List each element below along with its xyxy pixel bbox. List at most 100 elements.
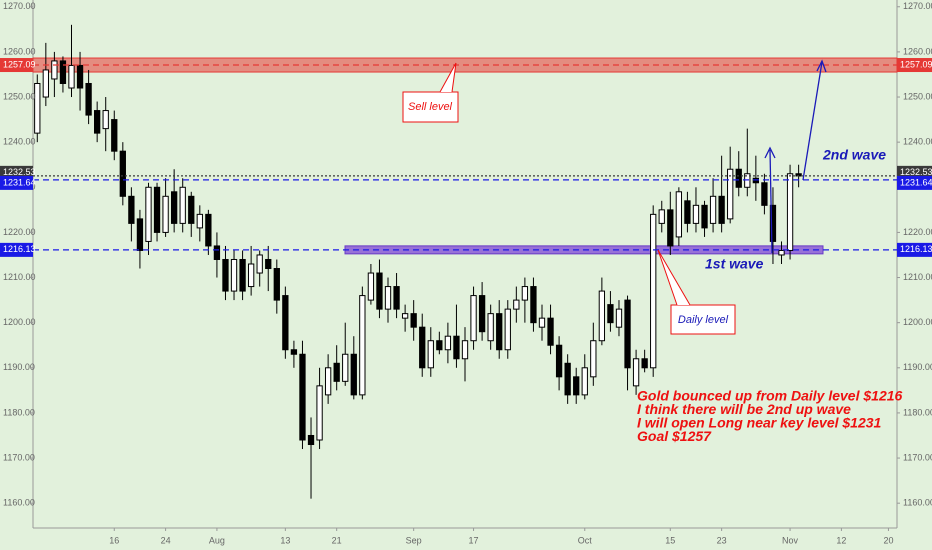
candle-body	[496, 313, 503, 351]
candle-body	[598, 290, 606, 342]
candle-body	[119, 150, 126, 197]
candle-body	[145, 186, 152, 242]
y-tick-label-right: 1200.00	[903, 317, 932, 327]
candle-body	[555, 344, 563, 378]
candle-body	[230, 258, 238, 292]
candle-body	[581, 367, 588, 396]
wave2-label: 2nd wave	[822, 147, 886, 163]
level-tag	[897, 242, 932, 257]
level-tag-label: 1231.64	[3, 177, 36, 187]
candle-body	[94, 110, 101, 134]
candle-body	[530, 286, 537, 324]
candle-body	[410, 313, 417, 328]
candle-body	[650, 213, 657, 369]
candle-body	[256, 254, 263, 274]
note-line: I will open Long near key level $1231	[637, 415, 882, 431]
wave1-arrow	[769, 149, 773, 254]
candle-body	[376, 272, 383, 310]
level-tag-label: 1231.64	[900, 177, 932, 187]
candle-body	[128, 195, 135, 224]
level-tag	[0, 58, 33, 73]
candle-body	[85, 82, 92, 116]
candle-body	[590, 340, 597, 378]
candle-body	[521, 286, 529, 301]
y-tick-label: 1210.00	[3, 272, 36, 282]
level-tag-label: 1232.53	[900, 167, 932, 177]
wave1-label: 1st wave	[705, 256, 764, 272]
candle-body	[170, 191, 178, 224]
candle-body	[34, 82, 41, 134]
level-tag	[0, 175, 33, 190]
wave2-arrow	[802, 61, 823, 181]
x-tick-label: Oct	[578, 535, 593, 545]
candle-body	[307, 434, 315, 446]
daily-label: Daily level	[678, 314, 729, 326]
x-tick-label: 24	[161, 535, 171, 545]
candle-body	[444, 335, 452, 351]
y-tick-label-right: 1240.00	[903, 137, 932, 147]
y-tick-label-right: 1220.00	[903, 227, 932, 237]
candle-body	[607, 304, 614, 324]
y-tick-label-right: 1250.00	[903, 91, 932, 101]
candle-body	[290, 349, 298, 355]
y-tick-label: 1250.00	[3, 91, 36, 101]
candle-body	[324, 367, 332, 396]
candle-body	[359, 295, 366, 396]
overlay: Sell level Daily level 1st wave 2nd wave	[402, 59, 886, 335]
level-tag	[0, 242, 33, 257]
candle-body	[239, 258, 246, 292]
wave1-head	[764, 146, 776, 159]
y-tick-label: 1170.00	[3, 452, 35, 462]
y-tick-label: 1190.00	[3, 362, 35, 372]
y-tick-label: 1240.00	[3, 137, 36, 147]
candle-body	[761, 182, 768, 206]
candle-body	[547, 317, 554, 346]
candle-body	[461, 340, 469, 360]
candle-body	[51, 60, 58, 80]
x-tick-label: 17	[469, 535, 479, 545]
level-tag-label: 1232.53	[3, 167, 36, 177]
candle-body	[196, 213, 203, 229]
candle-body	[709, 195, 717, 224]
candle-body	[419, 326, 426, 369]
candle-body	[102, 110, 109, 130]
candle-body	[470, 295, 477, 342]
candle-body	[684, 200, 691, 224]
candle-body	[624, 299, 631, 369]
candle-body	[76, 64, 84, 89]
candle-body	[632, 358, 640, 387]
x-tick-label: 20	[883, 535, 893, 545]
candle-body	[213, 245, 221, 260]
level-tag-label: 1216.13	[900, 244, 932, 254]
y-tick-label: 1200.00	[3, 317, 36, 327]
y-tick-label-right: 1260.00	[903, 46, 932, 56]
x-tick-label: 16	[109, 535, 119, 545]
candle-body	[282, 295, 289, 351]
candle-body	[247, 263, 255, 288]
level-tag-label: 1257.09	[900, 59, 932, 69]
note-line: I think there will be 2nd up wave	[637, 401, 851, 417]
candle-body	[273, 268, 280, 301]
sell-label: Sell level	[408, 101, 453, 113]
y-tick-label: 1180.00	[3, 407, 35, 417]
level-tag-label: 1257.09	[3, 59, 36, 69]
x-tick-label: 13	[280, 535, 290, 545]
y-tick-label-right: 1270.00	[903, 1, 932, 11]
candle-body	[615, 308, 623, 328]
candle-body	[153, 186, 161, 233]
candle-body	[384, 286, 392, 310]
sell-pointer	[439, 62, 457, 93]
candle-body	[205, 213, 212, 247]
level-tag	[897, 175, 932, 190]
candle-body	[68, 64, 75, 89]
candle-body	[188, 195, 195, 224]
x-tick-label: 23	[717, 535, 727, 545]
candle-body	[778, 249, 785, 256]
x-tick-label: 12	[836, 535, 846, 545]
x-tick-label: 21	[332, 535, 342, 545]
candles	[34, 24, 802, 499]
candle-body	[727, 168, 734, 220]
candle-body	[333, 362, 340, 382]
candle-body	[478, 295, 486, 333]
candle-body	[427, 340, 434, 369]
